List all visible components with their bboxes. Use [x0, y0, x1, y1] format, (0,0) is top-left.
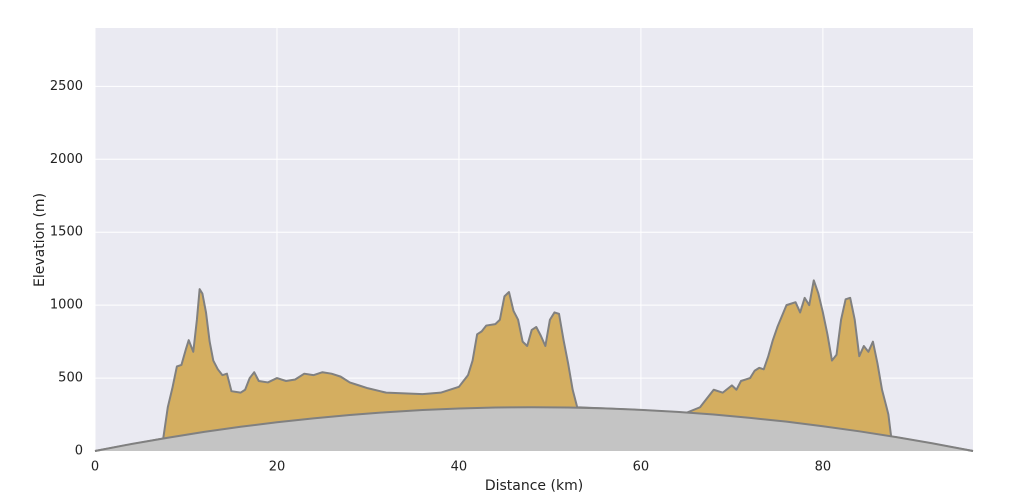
area-line — [94, 406, 974, 452]
y-tick-label: 2500 — [50, 79, 83, 94]
x-tick-label: 0 — [91, 460, 99, 475]
y-tick-label: 500 — [58, 371, 83, 386]
y-tick-label: 1000 — [50, 298, 83, 313]
y-axis-label: Elevation (m) — [32, 193, 48, 287]
y-tick-label: 1500 — [50, 225, 83, 240]
x-tick-label: 80 — [815, 460, 832, 475]
y-tick-label: 0 — [75, 444, 83, 459]
area-fill — [95, 280, 973, 451]
area-line — [94, 279, 974, 452]
x-tick-label: 20 — [269, 460, 286, 475]
y-tick-label: 2000 — [50, 152, 83, 167]
x-tick-label: 60 — [633, 460, 650, 475]
area-fill — [95, 407, 973, 451]
x-axis-label: Distance (km) — [485, 478, 583, 494]
x-tick-label: 40 — [451, 460, 468, 475]
